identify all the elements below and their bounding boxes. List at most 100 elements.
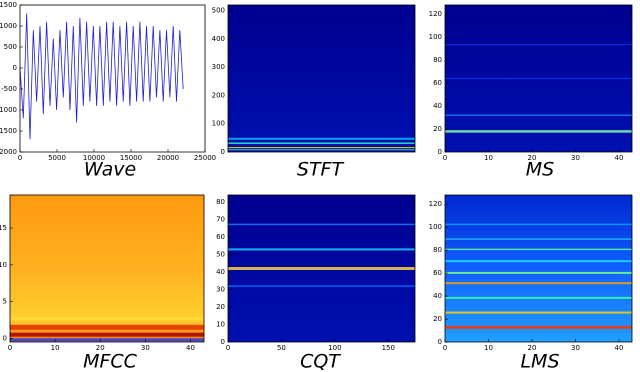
- y-tick-label: 120: [429, 200, 442, 208]
- heatmap-band: [445, 130, 632, 133]
- x-tick-label: 15000: [120, 154, 142, 162]
- x-tick-label: 25000: [194, 154, 216, 162]
- y-tick-label: 20: [216, 303, 225, 311]
- panel-label: MS: [526, 159, 554, 181]
- y-tick-label: 10: [0, 261, 7, 269]
- y-tick-label: -500: [1, 85, 17, 93]
- y-tick-label: 100: [429, 223, 442, 231]
- panel-label: CQT: [300, 351, 341, 372]
- x-tick-label: 0: [18, 154, 22, 162]
- x-tick-label: 150: [382, 344, 395, 352]
- y-tick-label: 60: [433, 79, 442, 87]
- y-tick-label: 15: [0, 224, 7, 232]
- y-tick-label: 120: [429, 10, 442, 18]
- x-tick-label: 10000: [83, 154, 105, 162]
- x-tick-label: 30: [141, 344, 150, 352]
- x-tick-label: 20: [528, 154, 537, 162]
- heatmap-band: [10, 317, 204, 320]
- heatmap-band: [445, 296, 632, 299]
- heatmap-band: [10, 338, 204, 342]
- x-tick-label: 0: [443, 344, 447, 352]
- y-tick-label: 200: [212, 91, 225, 99]
- y-tick-label: 80: [433, 246, 442, 254]
- heatmap-band: [445, 114, 632, 116]
- x-tick-label: 20000: [157, 154, 179, 162]
- y-tick-label: 100: [429, 33, 442, 41]
- heatmap-band: [445, 248, 632, 251]
- y-tick-label: 0: [221, 338, 225, 346]
- y-tick-label: 300: [212, 63, 225, 71]
- x-tick-label: 0: [8, 344, 12, 352]
- heatmap-band: [445, 223, 632, 226]
- y-tick-label: 20: [433, 315, 442, 323]
- panel-label: Wave: [84, 159, 136, 181]
- heatmap-image: [10, 195, 204, 342]
- x-tick-label: 30: [571, 154, 580, 162]
- heatmap-image: [228, 5, 415, 152]
- heatmap-band: [228, 142, 415, 144]
- axes-frame: [444, 4, 633, 153]
- y-tick-label: 1000: [0, 22, 17, 30]
- heatmap-band: [445, 282, 632, 285]
- heatmap-band: [228, 137, 415, 140]
- axes-frame: [227, 194, 416, 343]
- heatmap-band: [445, 311, 632, 314]
- y-tick-label: -2000: [0, 148, 17, 156]
- x-tick-label: 5000: [48, 154, 66, 162]
- x-tick-label: 40: [614, 344, 623, 352]
- heatmap-band: [445, 260, 632, 263]
- y-tick-label: -1500: [0, 127, 17, 135]
- heatmap-band: [445, 78, 632, 79]
- y-tick-label: 60: [433, 269, 442, 277]
- x-tick-label: 100: [328, 344, 341, 352]
- y-tick-label: 5: [3, 298, 7, 306]
- y-tick-label: 400: [212, 35, 225, 43]
- y-tick-label: 0: [438, 148, 442, 156]
- heatmap-band: [228, 248, 415, 251]
- y-tick-label: 500: [4, 43, 17, 51]
- x-tick-label: 0: [226, 344, 230, 352]
- y-tick-label: 0: [13, 64, 17, 72]
- y-tick-label: 0: [3, 334, 7, 342]
- y-tick-label: -1000: [0, 106, 17, 114]
- axes-frame: [227, 4, 416, 153]
- x-tick-label: 20: [528, 344, 537, 352]
- axes-frame: [19, 4, 206, 153]
- y-tick-label: 0: [221, 148, 225, 156]
- y-tick-label: 40: [433, 102, 442, 110]
- y-tick-label: 100: [212, 120, 225, 128]
- heatmap-band: [228, 285, 415, 287]
- x-tick-label: 50: [277, 344, 286, 352]
- wave-line: [19, 13, 184, 140]
- heatmap-image: [445, 195, 632, 342]
- x-tick-label: 10: [484, 154, 493, 162]
- heatmap-band: [10, 332, 204, 337]
- y-tick-label: 40: [433, 292, 442, 300]
- y-tick-label: 0: [438, 338, 442, 346]
- y-tick-label: 10: [216, 321, 225, 329]
- heatmap-band: [228, 146, 415, 149]
- x-tick-label: 0: [443, 154, 447, 162]
- x-tick-label: 30: [571, 344, 580, 352]
- x-tick-label: 10: [51, 344, 60, 352]
- axes-frame: [444, 194, 633, 343]
- panel-label: LMS: [520, 351, 559, 372]
- panel-label: STFT: [297, 159, 345, 181]
- heatmap-band: [228, 223, 415, 226]
- heatmap-band: [445, 325, 632, 329]
- y-tick-label: 50: [216, 251, 225, 259]
- y-tick-label: 40: [216, 268, 225, 276]
- heatmap-band: [445, 44, 632, 46]
- y-tick-label: 1500: [0, 1, 17, 9]
- y-tick-label: 30: [216, 286, 225, 294]
- heatmap-band: [228, 267, 415, 270]
- heatmap-band: [228, 149, 415, 151]
- y-tick-label: 20: [433, 125, 442, 133]
- x-tick-label: 40: [614, 154, 623, 162]
- heatmap-band: [10, 324, 204, 330]
- y-tick-label: 80: [216, 198, 225, 206]
- axes-frame: [9, 194, 205, 343]
- y-tick-label: 500: [212, 7, 225, 15]
- x-tick-label: 40: [186, 344, 195, 352]
